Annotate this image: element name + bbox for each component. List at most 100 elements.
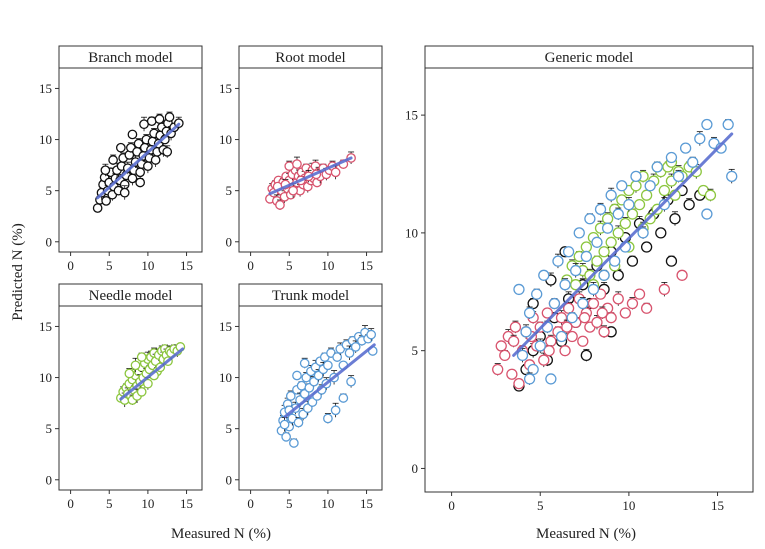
y-tick-label-root: 15 bbox=[219, 81, 232, 96]
data-point bbox=[492, 363, 504, 376]
data-point bbox=[538, 269, 550, 281]
data-point bbox=[584, 213, 596, 225]
y-tick-label-root: 10 bbox=[219, 132, 232, 147]
data-point bbox=[561, 321, 573, 333]
data-point bbox=[605, 189, 617, 201]
y-tick-label-branch: 5 bbox=[46, 183, 53, 198]
data-point bbox=[559, 345, 571, 357]
panel-frame-trunk bbox=[238, 305, 383, 491]
data-point bbox=[570, 264, 582, 277]
data-point bbox=[587, 297, 600, 310]
data-point bbox=[545, 373, 557, 385]
data-point bbox=[679, 142, 692, 154]
data-point bbox=[580, 349, 592, 362]
data-point bbox=[669, 213, 681, 225]
panel-title-trunk: Trunk model bbox=[272, 288, 349, 304]
data-point bbox=[541, 307, 553, 319]
fit-line-trunk bbox=[283, 343, 376, 418]
x-tick-label-needle: 10 bbox=[141, 496, 154, 511]
data-point bbox=[580, 250, 592, 263]
y-tick-label-needle: 15 bbox=[39, 319, 52, 334]
data-point bbox=[509, 321, 522, 333]
panel-title-generic: Generic model bbox=[545, 50, 634, 66]
data-point bbox=[598, 246, 610, 258]
panel-root: Root model 0 5 10 15 0 5 10 15 bbox=[219, 45, 383, 273]
data-point bbox=[507, 335, 520, 347]
data-point bbox=[100, 165, 111, 176]
data-point bbox=[704, 189, 717, 201]
panel-needle: Needle model 0 5 10 15 0 5 10 15 bbox=[39, 283, 203, 511]
data-point bbox=[626, 255, 639, 267]
data-point bbox=[534, 340, 546, 352]
data-point bbox=[598, 326, 610, 338]
data-point bbox=[136, 387, 147, 397]
data-point bbox=[566, 312, 578, 324]
data-point bbox=[665, 151, 678, 164]
data-point bbox=[577, 335, 589, 347]
data-point bbox=[594, 203, 607, 215]
data-point bbox=[135, 167, 146, 178]
data-point bbox=[651, 161, 663, 173]
x-tick-label-trunk: 10 bbox=[321, 496, 334, 511]
data-point bbox=[124, 368, 135, 379]
data-point bbox=[154, 114, 165, 124]
data-point bbox=[584, 269, 596, 281]
y-tick-label-needle: 0 bbox=[46, 472, 53, 487]
data-point bbox=[516, 349, 529, 362]
data-point bbox=[281, 431, 292, 442]
data-point bbox=[130, 360, 141, 371]
data-point bbox=[495, 340, 507, 352]
data-point bbox=[701, 208, 713, 220]
x-tick-label-needle: 15 bbox=[180, 496, 193, 511]
data-point bbox=[136, 352, 147, 362]
data-point bbox=[665, 255, 678, 267]
fit-line-generic bbox=[512, 132, 734, 357]
data-point bbox=[330, 405, 341, 416]
fit-line-branch bbox=[96, 122, 181, 200]
data-point bbox=[548, 297, 561, 310]
points-generic bbox=[492, 118, 738, 392]
data-point bbox=[640, 241, 653, 253]
data-point bbox=[605, 236, 617, 248]
data-point bbox=[612, 293, 624, 305]
panel-title-branch: Branch model bbox=[88, 50, 173, 66]
data-point bbox=[683, 198, 695, 211]
data-point bbox=[580, 241, 592, 253]
data-point bbox=[92, 203, 103, 213]
data-point bbox=[332, 352, 343, 362]
data-point bbox=[640, 189, 653, 201]
data-point bbox=[146, 116, 157, 127]
x-tick-label-root: 10 bbox=[321, 258, 334, 273]
x-tick-label-trunk: 15 bbox=[360, 496, 373, 511]
x-tick-label-generic: 0 bbox=[448, 498, 455, 513]
x-tick-label-trunk: 5 bbox=[286, 496, 293, 511]
panel-title-root: Root model bbox=[275, 50, 345, 66]
data-point bbox=[658, 184, 671, 197]
panel-frame-needle bbox=[58, 305, 203, 491]
y-tick-label-branch: 0 bbox=[46, 234, 53, 249]
data-point bbox=[523, 307, 536, 319]
data-point bbox=[285, 391, 296, 401]
x-tick-label-generic: 10 bbox=[622, 498, 635, 513]
data-point bbox=[115, 142, 126, 153]
data-point bbox=[284, 161, 295, 171]
data-point bbox=[164, 112, 175, 122]
data-point bbox=[523, 373, 536, 385]
data-point bbox=[591, 236, 603, 248]
data-point bbox=[630, 180, 642, 192]
data-point bbox=[612, 208, 624, 220]
data-point bbox=[531, 288, 543, 300]
data-point bbox=[289, 438, 299, 448]
data-point bbox=[701, 118, 713, 131]
data-point bbox=[596, 307, 608, 319]
x-tick-label-needle: 0 bbox=[67, 496, 74, 511]
data-point bbox=[555, 330, 568, 343]
data-point bbox=[726, 170, 738, 183]
x-tick-label-branch: 5 bbox=[106, 258, 113, 273]
y-tick-label-trunk: 5 bbox=[226, 421, 233, 436]
data-point bbox=[101, 196, 112, 206]
data-point bbox=[687, 156, 699, 168]
y-tick-label-generic: 5 bbox=[412, 343, 419, 358]
y-tick-label-generic: 15 bbox=[405, 108, 418, 123]
